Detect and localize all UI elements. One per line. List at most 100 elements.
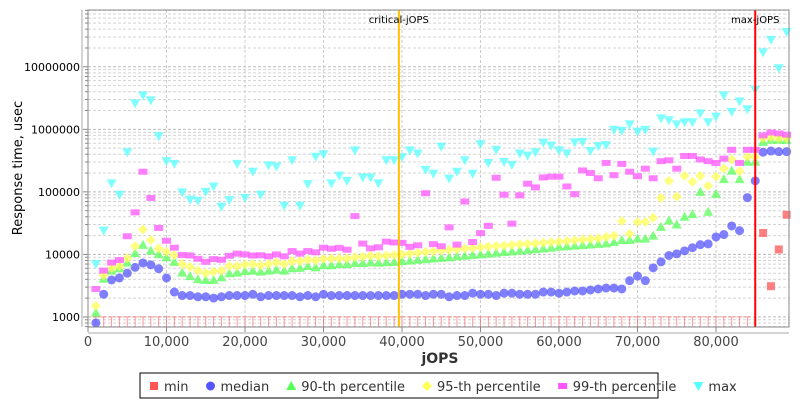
data-point bbox=[570, 286, 580, 296]
data-point bbox=[318, 253, 329, 264]
data-point bbox=[601, 159, 611, 166]
data-point bbox=[475, 140, 486, 150]
legend-marker bbox=[693, 382, 704, 391]
data-point bbox=[271, 251, 281, 258]
data-point bbox=[681, 316, 688, 327]
data-point bbox=[595, 316, 602, 327]
x-tick-label: 50,000 bbox=[458, 335, 504, 350]
data-point bbox=[562, 183, 572, 190]
data-point bbox=[279, 253, 289, 260]
data-point bbox=[593, 284, 603, 294]
data-point bbox=[710, 188, 721, 198]
data-point bbox=[444, 244, 455, 255]
data-point bbox=[137, 239, 148, 249]
data-point bbox=[672, 249, 682, 259]
data-point bbox=[200, 268, 211, 279]
data-point bbox=[279, 291, 289, 301]
data-point bbox=[224, 291, 234, 301]
legend-marker bbox=[421, 381, 432, 391]
data-point bbox=[334, 291, 344, 301]
data-point bbox=[695, 156, 705, 163]
data-point bbox=[532, 316, 539, 327]
data-point bbox=[357, 173, 368, 183]
data-point bbox=[601, 238, 612, 248]
data-point bbox=[302, 254, 313, 265]
data-point bbox=[391, 316, 398, 327]
data-point bbox=[208, 182, 219, 192]
series-99-th-percentile bbox=[91, 129, 792, 292]
data-point bbox=[648, 175, 658, 182]
data-point bbox=[648, 147, 659, 157]
data-point bbox=[310, 255, 321, 266]
data-point bbox=[720, 316, 727, 327]
data-point bbox=[232, 261, 243, 272]
data-point bbox=[342, 291, 352, 301]
legend-marker bbox=[150, 382, 158, 390]
data-point bbox=[428, 241, 438, 248]
data-point bbox=[420, 247, 431, 258]
data-point bbox=[734, 97, 745, 107]
data-point bbox=[523, 180, 533, 187]
data-point bbox=[436, 243, 446, 250]
y-tick-label: 1000000 bbox=[31, 123, 80, 136]
data-point bbox=[625, 168, 635, 175]
data-point bbox=[107, 259, 117, 266]
data-point bbox=[428, 253, 439, 263]
x-tick-label: 40,000 bbox=[379, 335, 425, 350]
data-point bbox=[679, 170, 690, 181]
data-point bbox=[304, 316, 311, 327]
data-point bbox=[665, 316, 672, 327]
data-point bbox=[398, 316, 405, 327]
data-point bbox=[130, 248, 141, 258]
data-point bbox=[453, 316, 460, 327]
y-tick-label: 100000 bbox=[38, 186, 80, 199]
data-point bbox=[185, 252, 195, 259]
data-point bbox=[632, 173, 642, 180]
axis-ticks: 0 10,000 20,000 30,000 40,000 50,000 60,000 70,… bbox=[24, 9, 789, 350]
data-point bbox=[624, 120, 635, 130]
data-point bbox=[287, 263, 298, 273]
data-point bbox=[334, 253, 345, 264]
data-point bbox=[224, 268, 235, 278]
data-point bbox=[256, 252, 266, 259]
data-point bbox=[413, 289, 423, 299]
data-point bbox=[169, 287, 179, 297]
data-point bbox=[703, 180, 714, 191]
data-point bbox=[342, 176, 353, 186]
data-point bbox=[569, 235, 580, 246]
data-point bbox=[687, 176, 698, 187]
data-point bbox=[766, 282, 775, 291]
data-point bbox=[524, 316, 531, 327]
data-point bbox=[468, 238, 478, 245]
series-median bbox=[91, 146, 792, 328]
data-point bbox=[302, 261, 313, 271]
data-point bbox=[406, 316, 413, 327]
marker-lines: critical-jOPS max-jOPS bbox=[369, 10, 779, 327]
data-point bbox=[467, 249, 478, 259]
y-tick-label: 10000000 bbox=[24, 61, 80, 74]
data-point bbox=[640, 233, 651, 243]
data-point bbox=[366, 291, 376, 301]
data-point bbox=[287, 256, 298, 267]
data-point bbox=[459, 243, 470, 254]
data-point bbox=[90, 300, 101, 311]
data-point bbox=[656, 221, 667, 231]
data-point bbox=[145, 245, 156, 255]
data-point bbox=[501, 316, 508, 327]
data-point bbox=[422, 316, 429, 327]
data-point bbox=[367, 316, 374, 327]
data-point bbox=[569, 138, 580, 148]
data-point bbox=[554, 288, 564, 298]
legend-item: 99-th percentile bbox=[558, 380, 676, 395]
data-point bbox=[679, 211, 690, 221]
data-point bbox=[412, 247, 423, 258]
data-point bbox=[389, 249, 400, 260]
data-point bbox=[193, 255, 203, 262]
data-point bbox=[726, 154, 737, 165]
data-point bbox=[554, 173, 564, 180]
data-point bbox=[687, 243, 697, 253]
data-point bbox=[744, 316, 751, 327]
data-point bbox=[735, 159, 745, 166]
data-point bbox=[383, 316, 390, 327]
data-point bbox=[139, 316, 146, 327]
